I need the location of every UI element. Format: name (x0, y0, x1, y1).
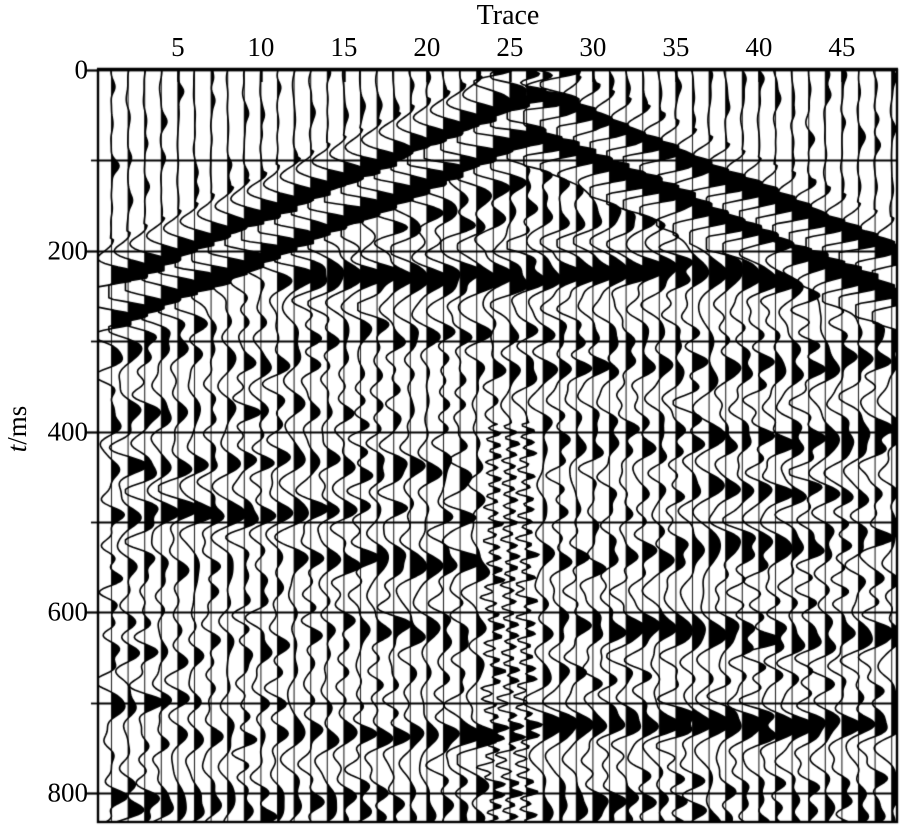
x-tick-label: 30 (579, 32, 607, 62)
y-tick-label: 200 (47, 235, 89, 266)
y-axis-label-symbol: t (2, 444, 32, 453)
x-tick-label: 20 (413, 32, 441, 62)
y-tick-label: 600 (47, 596, 89, 627)
x-tick-label: 5 (171, 32, 185, 62)
x-tick-label: 15 (330, 32, 358, 62)
x-tick-label: 25 (496, 32, 524, 62)
x-tick-label: 45 (828, 32, 856, 62)
y-tick-label: 800 (47, 777, 89, 808)
y-tick-label: 400 (47, 415, 89, 446)
x-tick-label: 40 (745, 32, 773, 62)
x-tick-label: 10 (247, 32, 275, 62)
x-tick-label: 35 (662, 32, 690, 62)
x-axis-title: Trace (476, 0, 540, 31)
y-tick-label: 0 (74, 54, 89, 85)
